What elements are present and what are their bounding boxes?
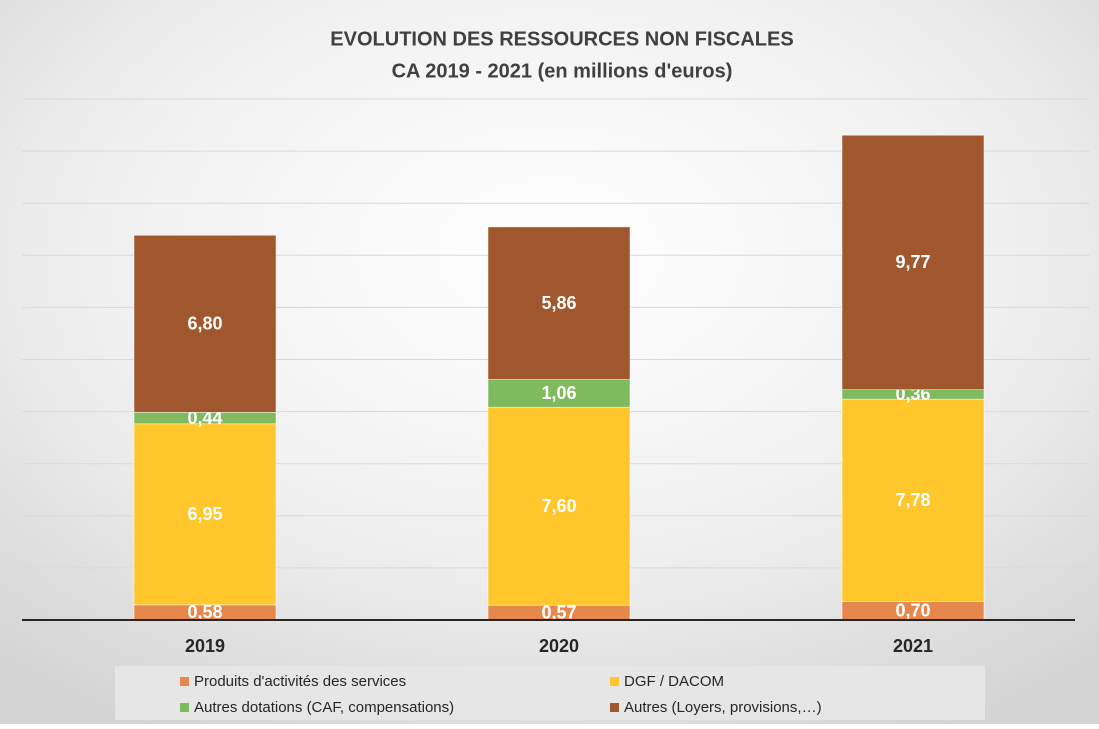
data-label: 0,58: [187, 602, 222, 622]
x-tick-label: 2020: [539, 636, 579, 656]
bar-segment: [487, 406, 631, 606]
legend-label: Autres (Loyers, provisions,…): [624, 699, 822, 716]
data-label: 0,57: [541, 602, 576, 622]
bar-segment: [133, 234, 277, 413]
legend-label: DGF / DACOM: [624, 673, 724, 690]
data-label: 6,80: [187, 314, 222, 334]
bar-segment: [487, 379, 631, 408]
data-label: 5,86: [541, 293, 576, 313]
data-label: 0,44: [187, 408, 222, 428]
data-label: 0,70: [895, 601, 930, 621]
x-tick-label: 2021: [893, 636, 933, 656]
data-label: 6,95: [187, 504, 222, 524]
chart-title: EVOLUTION DES RESSOURCES NON FISCALES: [330, 28, 793, 50]
legend-box: [115, 666, 985, 720]
data-label: 7,60: [541, 496, 576, 516]
bar-segment: [487, 226, 631, 380]
legend-swatch: [610, 703, 619, 712]
data-label: 1,06: [541, 383, 576, 403]
legend-swatch: [610, 677, 619, 686]
bar-segment: [133, 423, 277, 606]
bar-segment: [841, 134, 985, 390]
chart-subtitle: CA 2019 - 2021 (en millions d'euros): [392, 60, 733, 82]
data-label: 7,78: [895, 490, 930, 510]
bar-segment: [841, 398, 985, 603]
legend-label: Produits d'activités des services: [194, 673, 406, 690]
legend-swatch: [180, 703, 189, 712]
legend-label: Autres dotations (CAF, compensations): [194, 699, 454, 716]
x-tick-label: 2019: [185, 636, 225, 656]
data-label: 9,77: [895, 252, 930, 272]
legend-swatch: [180, 677, 189, 686]
